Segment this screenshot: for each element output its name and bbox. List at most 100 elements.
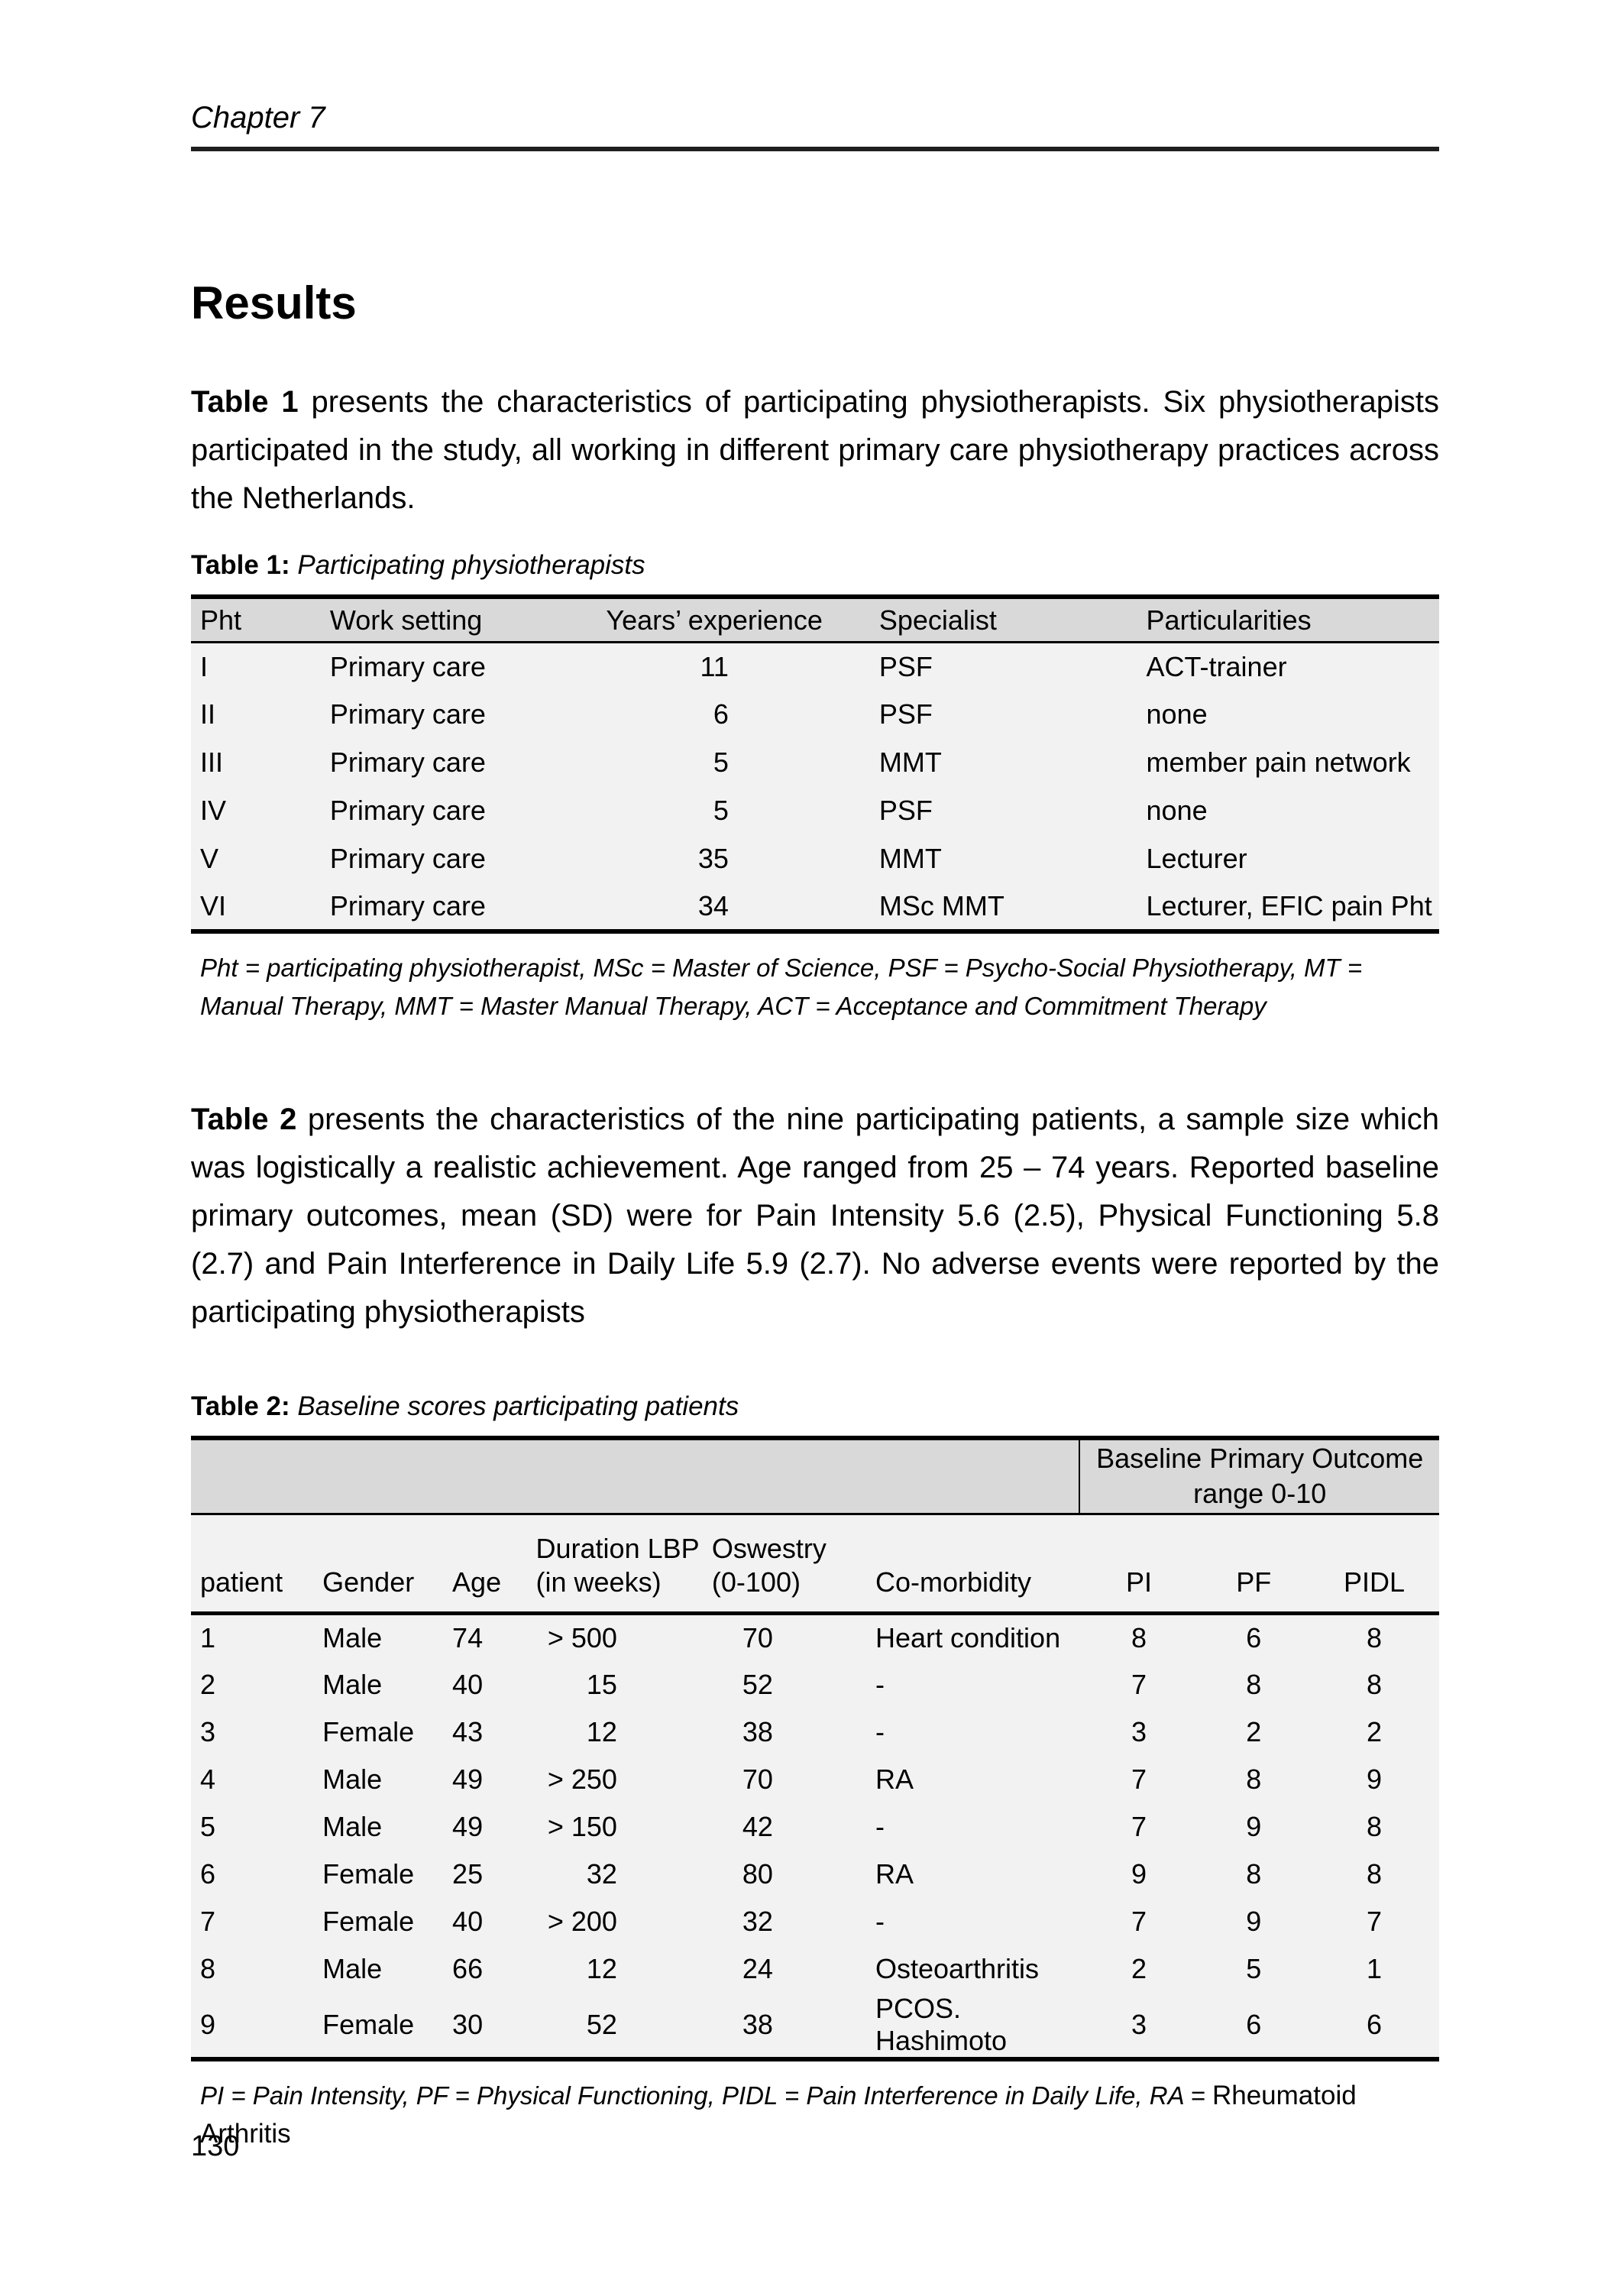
table1-header-row: Pht Work setting Years’ experience Speci… [191, 596, 1439, 644]
cell-pf: 9 [1246, 1810, 1262, 1842]
column-header-patient: patient [191, 1514, 314, 1615]
cell-comorbidity: RA [875, 1763, 914, 1795]
cell-duration-lbp: 15 [586, 1668, 617, 1700]
cell-comorbidity: - [875, 1905, 885, 1937]
cell-oswestry: 70 [742, 1763, 773, 1795]
column-header-duration-lbp: Duration LBP (in weeks) [526, 1514, 703, 1615]
paragraph-2-lead: Table 2 [191, 1102, 297, 1136]
cell-duration-lbp: > 250 [547, 1763, 617, 1795]
cell-work-setting: Primary care [329, 747, 486, 779]
cell-oswestry: 42 [742, 1810, 773, 1842]
cell-particularities: Lecturer, EFIC pain Pht [1146, 889, 1432, 921]
cell-specialist: PSF [878, 795, 933, 827]
cell-pht: IV [200, 795, 227, 827]
cell-work-setting: Primary care [329, 843, 486, 875]
cell-pi: 9 [1131, 1857, 1147, 1890]
cell-specialist: MSc MMT [878, 889, 1004, 921]
cell-comorbidity: Heart condition [875, 1621, 1061, 1653]
cell-pi: 3 [1131, 1715, 1147, 1747]
cell-pf: 5 [1246, 1952, 1262, 1984]
table1-footnote: Pht = participating physiotherapist, MSc… [200, 953, 1363, 1020]
cell-pidl: 9 [1366, 1763, 1383, 1795]
table-row: I Primary care 11 PSF ACT-trainer [191, 643, 1439, 691]
cell-age: 43 [452, 1715, 484, 1747]
cell-duration-lbp: > 150 [547, 1810, 617, 1842]
cell-specialist: PSF [878, 651, 933, 682]
cell-particularities: none [1146, 795, 1208, 827]
cell-work-setting: Primary care [329, 698, 486, 730]
cell-pi: 7 [1131, 1905, 1147, 1937]
running-header: Chapter 7 [191, 101, 1439, 151]
table1-body: I Primary care 11 PSF ACT-trainer II Pri… [191, 642, 1439, 931]
cell-gender: Female [322, 2008, 415, 2040]
cell-pi: 7 [1131, 1668, 1147, 1700]
cell-patient: 6 [200, 1857, 216, 1890]
cell-pf: 2 [1246, 1715, 1262, 1747]
cell-pht: V [200, 843, 219, 875]
cell-duration-lbp: 32 [586, 1857, 617, 1890]
cell-age: 40 [452, 1905, 484, 1937]
column-header-work-setting: Work setting [320, 596, 596, 644]
cell-specialist: PSF [878, 698, 933, 730]
column-header-oswestry: Oswestry (0-100) [702, 1514, 866, 1615]
cell-patient: 7 [200, 1905, 216, 1937]
cell-gender: Female [322, 1905, 415, 1937]
cell-pf: 8 [1246, 1668, 1262, 1700]
table2-body: 1 Male 74 > 500 70 Heart condition 8 6 8… [191, 1613, 1439, 2059]
cell-age: 49 [452, 1763, 484, 1795]
cell-gender: Female [322, 1715, 415, 1747]
cell-particularities: ACT-trainer [1146, 651, 1287, 682]
cell-oswestry: 52 [742, 1668, 773, 1700]
cell-gender: Female [322, 1857, 415, 1890]
cell-work-setting: Primary care [329, 651, 486, 682]
cell-work-setting: Primary care [329, 795, 486, 827]
cell-age: 30 [452, 2008, 484, 2040]
cell-comorbidity: - [875, 1715, 885, 1747]
table-row: 2 Male 40 15 52 - 7 8 8 [191, 1661, 1439, 1708]
table2-group-header-baseline-primary-outcome: Baseline Primary Outcome range 0-10 [1079, 1437, 1439, 1515]
table-row: VI Primary care 34 MSc MMT Lecturer, EFI… [191, 883, 1439, 931]
cell-gender: Male [322, 1952, 383, 1984]
cell-pf: 8 [1246, 1763, 1262, 1795]
cell-oswestry: 38 [742, 2008, 773, 2040]
table-row: 3 Female 43 12 38 - 3 2 2 [191, 1708, 1439, 1756]
cell-pidl: 7 [1366, 1905, 1383, 1937]
table2-footnote-ra-expansion: Rheumatoid Arthritis [200, 2080, 1357, 2149]
cell-pf: 8 [1246, 1857, 1262, 1890]
cell-pht: II [200, 698, 216, 730]
column-header-gender: Gender [313, 1514, 444, 1615]
cell-duration-lbp: 12 [586, 1952, 617, 1984]
column-header-particularities: Particularities [1137, 596, 1439, 644]
page-title: Results [191, 277, 357, 329]
cell-pf: 9 [1246, 1905, 1262, 1937]
table-row: 5 Male 49 > 150 42 - 7 9 8 [191, 1803, 1439, 1851]
cell-years-experience: 11 [700, 651, 729, 682]
cell-pidl: 8 [1366, 1621, 1383, 1653]
cell-oswestry: 70 [742, 1621, 773, 1653]
column-header-specialist: Specialist [869, 596, 1137, 644]
table2-column-header-row: patient Gender Age Duration LBP (in week… [191, 1514, 1439, 1615]
cell-age: 66 [452, 1952, 484, 1984]
column-header-comorbidity: Co-morbidity [865, 1514, 1080, 1615]
cell-pidl: 8 [1366, 1668, 1383, 1700]
table2-group-header-row: Baseline Primary Outcome range 0-10 [191, 1437, 1439, 1515]
cell-pi: 7 [1131, 1763, 1147, 1795]
paragraph-2-text: presents the characteristics of the nine… [191, 1102, 1439, 1329]
table-row: 6 Female 25 32 80 RA 9 8 8 [191, 1851, 1439, 1898]
column-header-years-experience: Years’ experience [595, 596, 870, 644]
column-header-pi: PI [1079, 1514, 1199, 1615]
cell-pht: III [200, 747, 224, 779]
cell-pidl: 2 [1366, 1715, 1383, 1747]
table2-caption: Table 2: Baseline scores participating p… [191, 1390, 1439, 1423]
cell-particularities: member pain network [1146, 747, 1411, 779]
cell-particularities: Lecturer [1146, 843, 1247, 875]
cell-specialist: MMT [878, 843, 942, 875]
cell-pht: VI [200, 889, 227, 921]
table1-caption: Table 1: Participating physiotherapists [191, 549, 1439, 582]
cell-duration-lbp: 12 [586, 1715, 617, 1747]
table-row: III Primary care 5 MMT member pain netwo… [191, 739, 1439, 787]
table2-caption-title: Baseline scores participating patients [297, 1391, 739, 1421]
paragraph-1: Table 1 presents the characteristics of … [191, 378, 1439, 523]
table1-header: Pht Work setting Years’ experience Speci… [191, 596, 1439, 644]
cell-years-experience: 5 [713, 795, 729, 827]
